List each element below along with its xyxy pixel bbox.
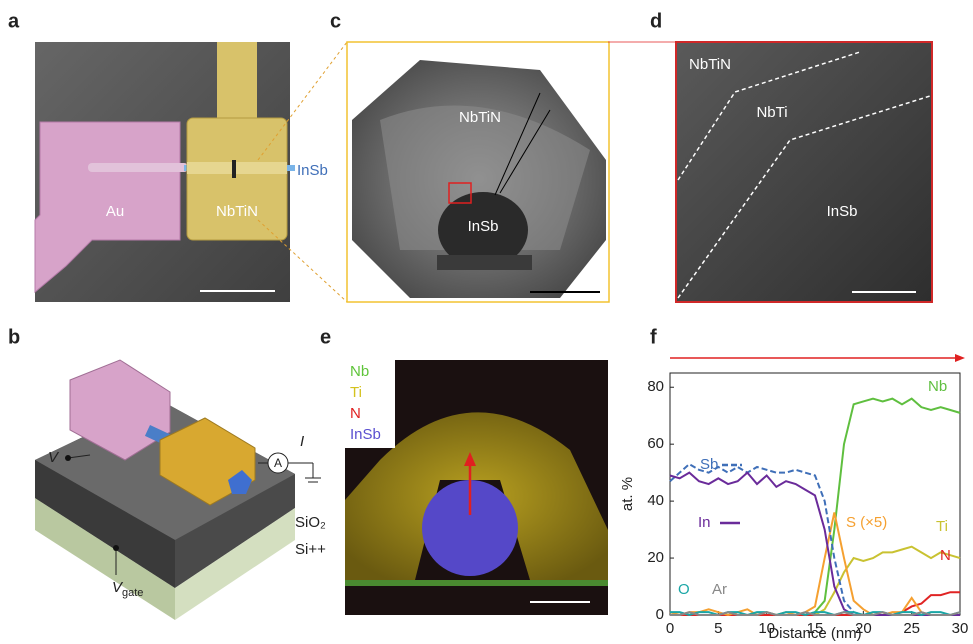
legend-entry: N	[350, 405, 361, 422]
series-line	[669, 512, 960, 617]
panel-letter: d	[650, 10, 662, 32]
gate-subscript: gate	[122, 587, 143, 599]
hrtem-image	[675, 41, 933, 303]
y-axis-label: at. %	[619, 477, 636, 511]
image-label: InSb	[827, 203, 858, 220]
x-tick-label: 15	[807, 620, 824, 637]
x-axis-label: Distance (nm)	[768, 625, 861, 642]
panel-letter: e	[320, 326, 331, 348]
series-label: O	[678, 581, 690, 598]
y-tick-label: 20	[647, 549, 664, 566]
x-tick-label: 10	[758, 620, 775, 637]
panel-letter: a	[8, 10, 20, 32]
series-label: N	[940, 547, 951, 564]
x-tick-label: 20	[855, 620, 872, 637]
x-tick-label: 0	[666, 620, 674, 637]
image-label: NbTi	[756, 104, 787, 121]
image-label: Au	[106, 203, 124, 220]
schematic-label: Vgate	[112, 579, 143, 599]
image-label: NbTiN	[459, 109, 501, 126]
image-label: NbTiN	[689, 56, 731, 73]
image-label: NbTiN	[216, 203, 258, 220]
zoom-line	[257, 41, 348, 161]
schematic-label: V	[48, 449, 60, 466]
legend-entry: Nb	[350, 363, 369, 380]
series-line	[670, 611, 961, 616]
gate-symbol: V	[112, 579, 124, 596]
schematic-label: I	[300, 433, 304, 450]
series-label: Sb	[700, 456, 718, 473]
panel-letter: c	[330, 10, 341, 32]
panel-letter: f	[650, 326, 657, 348]
eds-map	[345, 360, 608, 615]
y-tick-label: 40	[647, 492, 664, 509]
series-label: Ti	[936, 518, 948, 535]
zoom-line	[257, 219, 348, 303]
schematic-label: A	[274, 456, 282, 470]
image-label: InSb	[297, 162, 328, 179]
tem-image	[352, 60, 606, 298]
legend-entry: InSb	[350, 426, 381, 443]
series-label: Nb	[928, 378, 947, 395]
plot-frame	[669, 372, 961, 616]
image-label: InSb	[468, 218, 499, 235]
x-tick-label: 25	[903, 620, 920, 637]
y-tick-label: 60	[647, 435, 664, 452]
legend-entry: Ti	[350, 384, 362, 401]
series-label: Ar	[712, 581, 727, 598]
device-schematic	[35, 359, 321, 620]
schematic-label: Si++	[295, 541, 326, 558]
series-label: S (×5)	[846, 514, 887, 531]
y-tick-label: 80	[647, 378, 664, 395]
series-label: In	[698, 514, 711, 531]
schematic-label: SiO₂	[295, 514, 326, 531]
y-tick-label: 0	[656, 606, 664, 623]
sem-image	[34, 42, 295, 302]
panel-letter: b	[8, 326, 20, 348]
x-tick-label: 5	[714, 620, 722, 637]
x-tick-label: 30	[952, 620, 969, 637]
scan-arrow-head	[955, 354, 965, 362]
